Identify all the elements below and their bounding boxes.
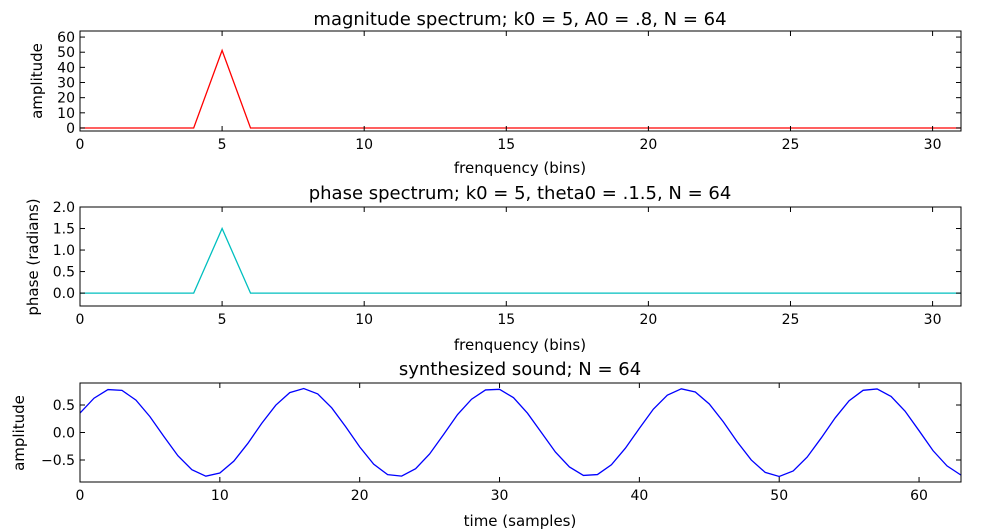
sound-x-tick-label: 30 xyxy=(491,488,509,504)
phase-series-line-0 xyxy=(80,226,961,294)
magnitude-y-tick-label: 60 xyxy=(57,30,75,46)
synthesized-sound-panel: synthesized sound; N = 64 time (samples)… xyxy=(10,359,962,530)
sound-chart-title: synthesized sound; N = 64 xyxy=(399,359,641,380)
phase-chart-title: phase spectrum; k0 = 5, theta0 = .1.5, N… xyxy=(309,183,732,204)
phase-y-tick-label: 2.0 xyxy=(53,200,75,216)
magnitude-x-axis-label: frenquency (bins) xyxy=(454,159,586,177)
sound-x-tick-label: 40 xyxy=(630,488,648,504)
magnitude-axes-frame xyxy=(79,30,962,132)
magnitude-x-tick-label: 15 xyxy=(497,137,515,153)
sound-y-tick-label: −0.5 xyxy=(41,453,75,469)
sound-x-tick-label: 50 xyxy=(770,488,788,504)
phase-spectrum-panel: phase spectrum; k0 = 5, theta0 = .1.5, N… xyxy=(24,183,962,354)
sound-x-tick-label: 20 xyxy=(351,488,369,504)
magnitude-series-line-0 xyxy=(80,48,961,129)
phase-y-tick-label: 0.0 xyxy=(53,286,75,302)
magnitude-chart-title: magnitude spectrum; k0 = 5, A0 = .8, N =… xyxy=(313,9,726,30)
sound-x-tick-label: 10 xyxy=(211,488,229,504)
phase-y-tick-label: 1.0 xyxy=(53,243,75,259)
phase-y-tick-label: 0.5 xyxy=(53,265,75,281)
phase-x-tick-label: 20 xyxy=(639,312,657,328)
sound-x-axis-label: time (samples) xyxy=(464,512,577,530)
magnitude-y-axis-label: amplitude xyxy=(28,43,46,119)
magnitude-y-tick-label: 40 xyxy=(57,60,75,76)
magnitude-x-tick-label: 20 xyxy=(639,137,657,153)
sound-y-tick-label: 0.5 xyxy=(53,398,75,414)
magnitude-spectrum-panel: magnitude spectrum; k0 = 5, A0 = .8, N =… xyxy=(28,9,962,177)
magnitude-x-tick-label: 5 xyxy=(218,137,227,153)
sound-y-tick-label: 0.0 xyxy=(53,426,75,442)
sound-x-tick-label: 0 xyxy=(76,488,85,504)
phase-x-tick-label: 30 xyxy=(924,312,942,328)
phase-y-tick-label: 1.5 xyxy=(53,222,75,238)
phase-x-tick-label: 0 xyxy=(76,312,85,328)
magnitude-y-tick-label: 20 xyxy=(57,91,75,107)
magnitude-y-tick-label: 30 xyxy=(57,76,75,92)
phase-x-axis-label: frenquency (bins) xyxy=(454,336,586,354)
phase-plot-area: 0 5 10 15 20 25 30 0.0 0.5 1.0 1.5 2.0 xyxy=(53,200,962,328)
phase-x-tick-label: 10 xyxy=(355,312,373,328)
sound-y-axis-label: amplitude xyxy=(10,395,28,471)
sound-axes-frame xyxy=(79,382,962,483)
magnitude-y-tick-label: 50 xyxy=(57,45,75,61)
magnitude-y-tick-label: 10 xyxy=(57,106,75,122)
phase-x-tick-label: 15 xyxy=(497,312,515,328)
magnitude-x-tick-label: 10 xyxy=(355,137,373,153)
phase-x-tick-label: 5 xyxy=(218,312,227,328)
sound-series-line-0 xyxy=(79,387,962,478)
phase-y-axis-label: phase (radians) xyxy=(24,198,42,315)
magnitude-x-tick-label: 25 xyxy=(782,137,800,153)
sound-plot-area: 0 10 20 30 40 50 60 −0.5 0.0 0.5 xyxy=(41,382,962,504)
phase-x-tick-label: 25 xyxy=(782,312,800,328)
sound-x-tick-label: 60 xyxy=(910,488,928,504)
phase-axes-frame xyxy=(79,206,962,307)
magnitude-x-tick-label: 30 xyxy=(924,137,942,153)
magnitude-y-tick-label: 0 xyxy=(66,121,75,137)
magnitude-x-tick-label: 0 xyxy=(76,137,85,153)
